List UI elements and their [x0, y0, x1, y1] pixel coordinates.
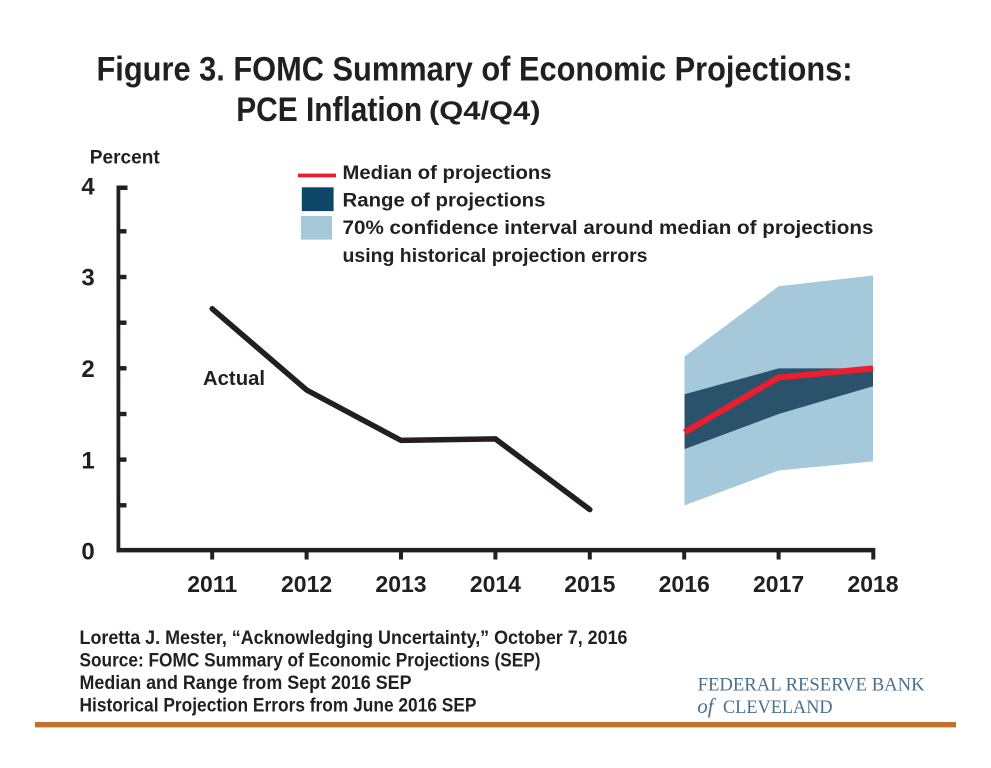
svg-text:PCE Inflation: PCE Inflation [236, 91, 422, 129]
svg-text:Median and Range from Sept 201: Median and Range from Sept 2016 SEP [80, 672, 412, 694]
svg-text:2017: 2017 [753, 571, 804, 597]
svg-text:3: 3 [81, 265, 94, 292]
svg-text:2: 2 [81, 356, 94, 383]
svg-text:Loretta J. Mester, “Acknowledg: Loretta J. Mester, “Acknowledging Uncert… [80, 627, 628, 649]
svg-text:Range of projections: Range of projections [343, 190, 546, 212]
svg-text:2015: 2015 [564, 571, 615, 597]
svg-text:Percent: Percent [90, 147, 160, 169]
svg-text:1: 1 [81, 447, 94, 474]
svg-text:CLEVELAND: CLEVELAND [723, 697, 833, 718]
svg-text:Median of projections: Median of projections [343, 162, 552, 184]
svg-text:70% confidence interval around: 70% confidence interval around median of… [343, 217, 874, 239]
svg-text:2013: 2013 [375, 571, 426, 597]
svg-text:Historical Projection Errors f: Historical Projection Errors from June 2… [80, 694, 477, 716]
svg-text:2014: 2014 [470, 571, 521, 597]
svg-text:4: 4 [81, 173, 95, 200]
svg-text:of: of [697, 694, 717, 718]
svg-text:2011: 2011 [187, 571, 237, 597]
svg-text:FEDERAL RESERVE BANK: FEDERAL RESERVE BANK [698, 674, 925, 695]
svg-text:(Q4/Q4): (Q4/Q4) [429, 95, 541, 125]
svg-text:0: 0 [81, 539, 94, 566]
svg-text:2016: 2016 [659, 571, 710, 597]
svg-text:Figure 3. FOMC Summary of Econ: Figure 3. FOMC Summary of Economic Proje… [97, 51, 853, 89]
svg-text:2012: 2012 [281, 571, 332, 597]
svg-text:using historical projection er: using historical projection errors [343, 245, 648, 267]
svg-text:Source: FOMC Summary of Econom: Source: FOMC Summary of Economic Project… [80, 650, 541, 672]
svg-text:Actual: Actual [203, 368, 265, 390]
svg-text:2018: 2018 [847, 571, 898, 597]
